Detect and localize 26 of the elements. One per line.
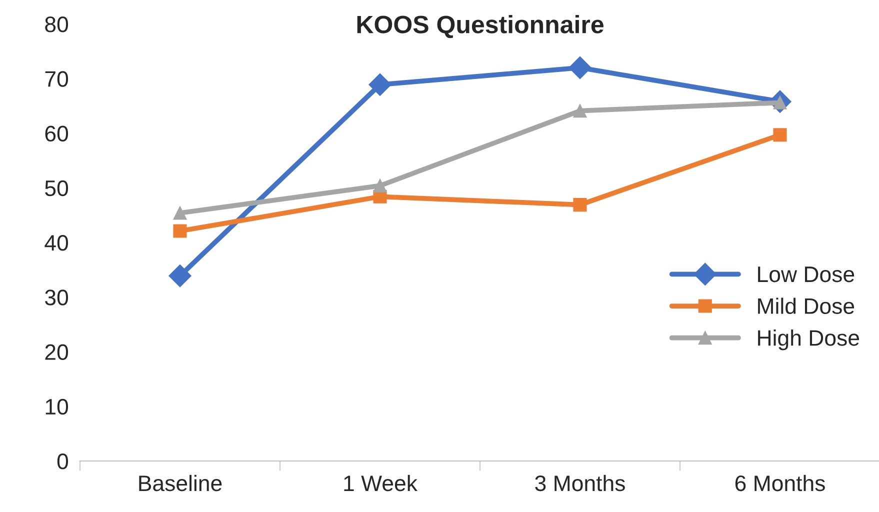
y-tick-label: 30 [45,290,68,306]
point [368,73,392,96]
x-tick-label: 3 Months [535,474,625,492]
legend-label: Mild Dose [758,298,854,314]
point [568,56,592,80]
point [373,178,387,192]
x-tick-label: 6 Months [735,474,825,492]
y-tick-label: 80 [45,16,68,32]
y-tick-label: 70 [45,71,68,87]
y-tick-label: 50 [45,180,68,196]
x-tick-label: Baseline [139,474,222,492]
point [573,198,587,212]
legend-label: High Dose [758,330,860,350]
y-tick-label: 20 [45,344,68,360]
point [173,206,187,220]
chart-title: KOOS Questionnaire [357,15,604,38]
y-tick-label: 40 [44,235,68,251]
point [573,104,587,118]
y-tick-label: 60 [45,126,68,142]
point [773,128,787,142]
x-tick-label: 1 Week [344,474,418,492]
point [173,224,187,238]
y-tick-label: 10 [46,398,68,415]
legend-label: Low Dose [758,266,854,282]
point [168,264,192,288]
y-tick-label: 0 [57,454,68,470]
